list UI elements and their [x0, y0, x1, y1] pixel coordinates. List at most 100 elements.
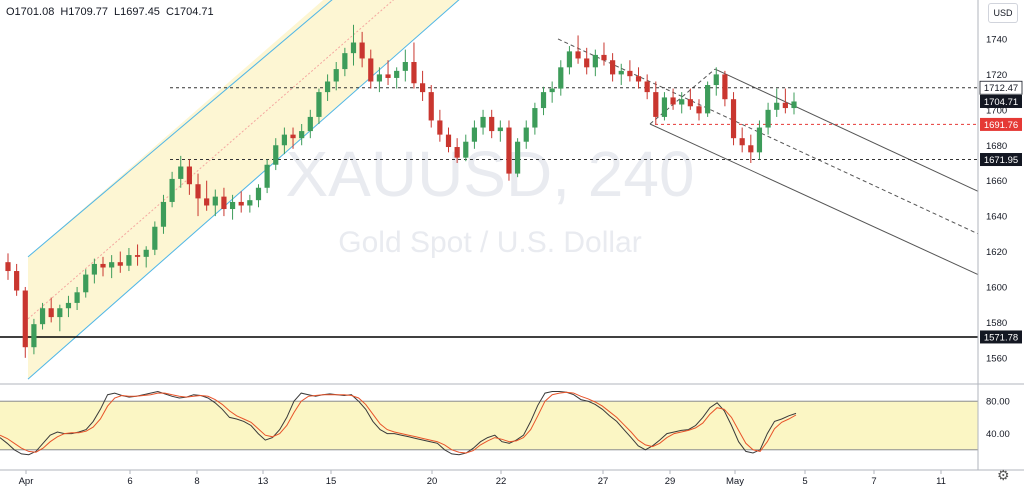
low-value: L1697.45	[114, 6, 160, 18]
candle-body	[74, 292, 80, 303]
candle-body	[523, 127, 529, 142]
candle	[333, 62, 339, 91]
time-tick-label: 15	[326, 476, 337, 487]
time-tick-label: 6	[127, 476, 132, 487]
candle-body	[497, 127, 503, 132]
pitchfork-lower	[649, 123, 979, 276]
candle	[152, 221, 158, 256]
candle	[238, 191, 244, 213]
candle-body	[290, 134, 296, 139]
price-label: 1691.76	[984, 120, 1018, 131]
candle-body	[627, 70, 633, 77]
candle	[592, 49, 598, 77]
candle-body	[670, 97, 676, 105]
candle-body	[463, 141, 469, 158]
candle	[575, 35, 581, 64]
candle	[515, 138, 521, 178]
candle-body	[402, 62, 408, 71]
candle-body	[31, 324, 37, 348]
candle	[782, 88, 788, 114]
candle-body	[160, 201, 167, 227]
candle	[290, 127, 296, 149]
candle-body	[644, 81, 650, 93]
price-label-box	[979, 80, 1023, 95]
price-pane[interactable]: XAUUSD, 240 Gold Spot / U.S. Dollar	[0, 0, 979, 380]
candle-body	[83, 274, 89, 293]
pitchfork-upper	[714, 68, 979, 192]
candle	[584, 47, 590, 75]
price-tick-label: 1700	[986, 105, 1007, 116]
candle	[765, 102, 771, 135]
candle-body	[117, 262, 123, 266]
candle	[756, 120, 763, 160]
price-label: 1704.71	[984, 97, 1018, 108]
candle	[307, 109, 313, 139]
candle	[739, 127, 745, 153]
candle-body	[661, 97, 668, 117]
candle	[204, 180, 210, 211]
candle-body	[782, 102, 788, 109]
candle-body	[679, 99, 685, 105]
candle-body	[57, 308, 63, 318]
candle-body	[653, 92, 659, 117]
candle-body	[299, 131, 305, 139]
candle	[748, 134, 754, 163]
candle	[540, 86, 547, 116]
candle-body	[610, 60, 616, 75]
candle-body	[14, 271, 20, 291]
candle	[48, 297, 54, 323]
candle-body	[134, 255, 141, 257]
candle	[247, 194, 253, 213]
time-tick-label: Apr	[19, 476, 34, 487]
candle-body	[635, 76, 642, 82]
gear-icon[interactable]: ⚙	[997, 467, 1010, 483]
candle	[471, 120, 478, 149]
price-label-box	[980, 330, 1022, 344]
candle-body	[558, 67, 564, 89]
currency-button[interactable]: USD	[988, 3, 1018, 23]
oscillator-pane[interactable]	[0, 390, 978, 456]
price-tick-label: 1660	[986, 176, 1007, 187]
candle	[126, 248, 132, 272]
price-tick-label: 1740	[986, 34, 1007, 45]
candle	[255, 184, 262, 208]
candle	[489, 109, 495, 139]
candle	[635, 67, 642, 89]
time-tick-label: 27	[598, 476, 609, 487]
candle-body	[359, 42, 365, 59]
candle	[687, 88, 693, 110]
candle	[610, 53, 616, 82]
candle-body	[575, 51, 581, 59]
candle-body	[91, 263, 97, 275]
candle	[566, 46, 573, 75]
stoch-d-line	[0, 391, 797, 454]
price-tick-label: 1720	[986, 70, 1007, 81]
ohlc-readout: O1701.08 H1709.77 L1697.45 C1704.71	[6, 6, 220, 18]
candle	[454, 138, 460, 163]
candle-body	[515, 141, 521, 174]
price-label: 1712.47	[984, 83, 1018, 94]
candle-body	[212, 196, 218, 206]
candle	[670, 88, 676, 110]
candle-body	[221, 196, 227, 210]
candle	[558, 60, 564, 96]
candle-body	[204, 198, 210, 206]
candle-body	[549, 88, 555, 93]
candle-body	[506, 127, 512, 174]
candle	[679, 92, 685, 114]
candle-body	[324, 81, 331, 93]
candle-body	[471, 127, 478, 142]
candle	[705, 81, 711, 117]
candle-body	[566, 51, 573, 68]
price-label-box	[980, 153, 1022, 167]
price-label-box	[980, 117, 1022, 131]
candle-body	[229, 201, 236, 210]
candle-body	[791, 101, 797, 109]
candle-body	[109, 262, 115, 268]
candle	[437, 109, 443, 142]
candle	[549, 81, 555, 103]
candle-body	[454, 147, 460, 158]
candle	[273, 138, 279, 171]
candle	[376, 67, 383, 93]
